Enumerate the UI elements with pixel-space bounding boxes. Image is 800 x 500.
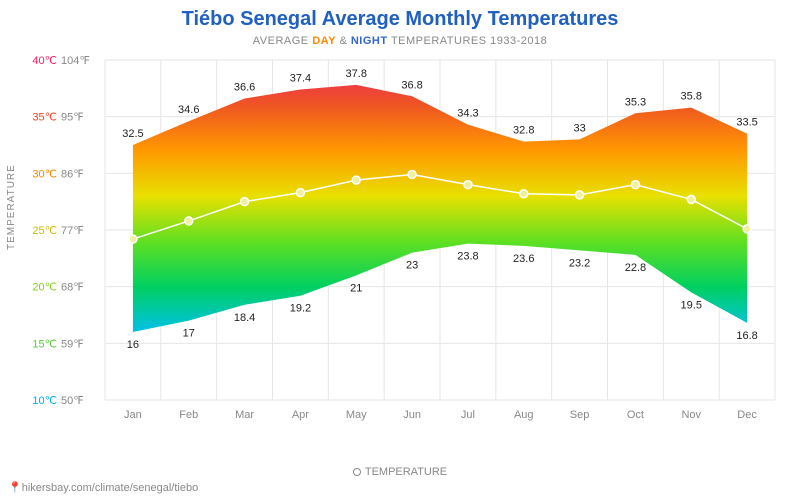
svg-text:50℉: 50℉ [61,395,84,407]
svg-text:34.6: 34.6 [178,104,199,116]
source-footer: 📍hikersbay.com/climate/senegal/tiebo [8,481,198,494]
svg-text:20℃: 20℃ [32,282,57,294]
svg-text:35℃: 35℃ [32,112,57,124]
chart-area: TEMPERATURE 10℃ 50℉ 15℃ 59℉ 20℃ 68℉ 25℃ 77℉ 30℃ 8… [0,50,800,450]
chart-svg: 10℃ 50℉ 15℃ 59℉ 20℃ 68℉ 25℃ 77℉ 30℃ 86℉ 35℃ 95℉ 40℃ 1… [0,50,800,450]
y-axis-label: TEMPERATURE [6,164,17,250]
svg-text:23.6: 23.6 [513,253,534,265]
svg-text:104℉: 104℉ [61,55,90,67]
svg-text:33.5: 33.5 [736,117,757,129]
svg-text:Sep: Sep [570,409,590,421]
svg-text:Dec: Dec [737,409,757,421]
svg-text:23: 23 [406,260,418,272]
svg-text:40℃: 40℃ [32,55,57,67]
svg-text:59℉: 59℉ [61,338,84,350]
svg-text:May: May [346,409,367,421]
svg-text:35.3: 35.3 [625,96,646,108]
svg-text:Apr: Apr [292,409,309,421]
svg-text:Nov: Nov [681,409,701,421]
svg-text:35.8: 35.8 [681,91,702,103]
svg-text:Mar: Mar [235,409,254,421]
svg-text:17: 17 [183,328,195,340]
svg-text:16: 16 [127,339,139,351]
svg-text:21: 21 [350,282,362,294]
svg-text:34.3: 34.3 [457,108,478,120]
svg-text:32.8: 32.8 [513,125,534,137]
svg-text:95℉: 95℉ [61,112,84,124]
subtitle-prefix: AVERAGE [253,35,312,47]
svg-text:23.8: 23.8 [457,251,478,263]
svg-text:36.8: 36.8 [401,79,422,91]
svg-text:Jun: Jun [403,409,421,421]
subtitle-suffix: TEMPERATURES 1933-2018 [388,35,548,47]
pin-icon: 📍 [8,482,22,494]
svg-text:23.2: 23.2 [569,257,590,269]
chart-title: Tiébo Senegal Average Monthly Temperatur… [0,0,800,31]
svg-text:36.6: 36.6 [234,82,255,94]
svg-text:Jul: Jul [461,409,475,421]
svg-text:Feb: Feb [179,409,198,421]
svg-text:16.8: 16.8 [736,330,757,342]
svg-text:Oct: Oct [627,409,644,421]
subtitle-amp: & [336,35,351,47]
svg-text:32.5: 32.5 [122,128,143,140]
svg-text:77℉: 77℉ [61,225,84,237]
svg-text:25℃: 25℃ [32,225,57,237]
svg-text:86℉: 86℉ [61,168,84,180]
svg-text:22.8: 22.8 [625,262,646,274]
svg-text:19.2: 19.2 [290,303,311,315]
svg-text:30℃: 30℃ [32,168,57,180]
svg-text:15℃: 15℃ [32,338,57,350]
subtitle-day: DAY [312,35,336,47]
svg-text:10℃: 10℃ [32,395,57,407]
svg-text:Jan: Jan [124,409,142,421]
chart-subtitle: AVERAGE DAY & NIGHT TEMPERATURES 1933-20… [0,31,800,47]
legend-marker [353,468,361,476]
svg-text:18.4: 18.4 [234,312,255,324]
svg-text:68℉: 68℉ [61,282,84,294]
legend-label: TEMPERATURE [365,466,447,478]
svg-text:Aug: Aug [514,409,534,421]
svg-text:37.8: 37.8 [346,68,367,80]
svg-text:37.4: 37.4 [290,72,311,84]
svg-text:19.5: 19.5 [681,299,702,311]
source-url: hikersbay.com/climate/senegal/tiebo [22,482,199,494]
subtitle-night: NIGHT [351,35,388,47]
legend: TEMPERATURE [0,466,800,478]
svg-text:33: 33 [573,122,585,134]
